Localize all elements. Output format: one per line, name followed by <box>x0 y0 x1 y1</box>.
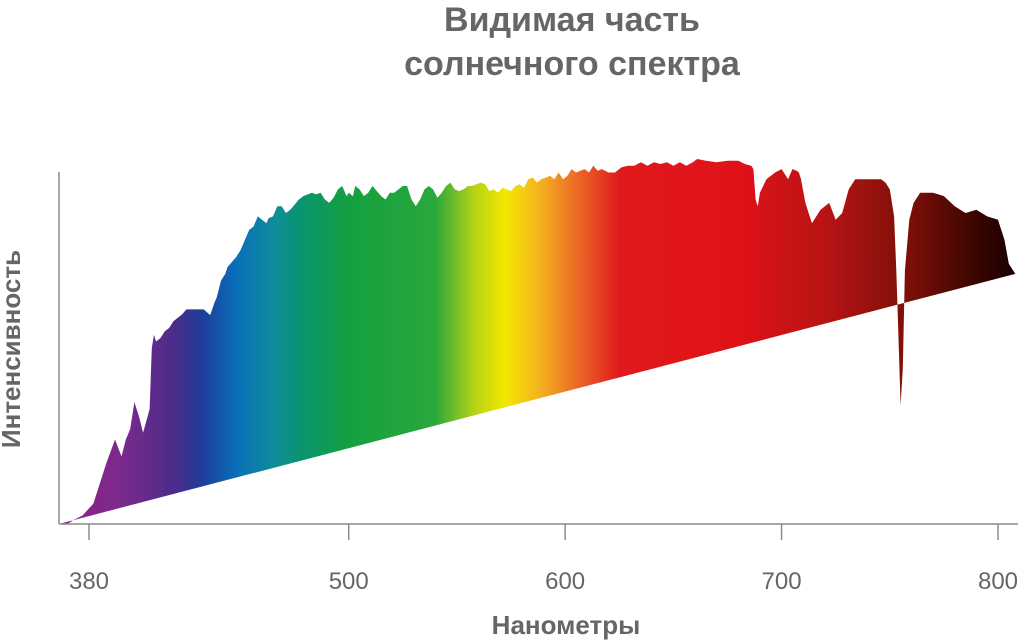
x-tick-label-500: 500 <box>329 568 369 595</box>
x-tick-label-380: 380 <box>69 568 109 595</box>
x-axis-ticks: 380 500 600 700 800 <box>69 524 1018 595</box>
x-tick-label-700: 700 <box>762 568 802 595</box>
chart-title-line-2: солнечного спектра <box>404 45 741 83</box>
y-axis-title: Интенсивность <box>0 250 26 448</box>
x-axis-title: Нанометры <box>492 610 641 640</box>
spectrum-area <box>58 159 1016 524</box>
chart-title-line-1: Видимая часть <box>444 1 700 39</box>
x-tick-label-800: 800 <box>978 568 1018 595</box>
x-tick-label-600: 600 <box>545 568 585 595</box>
